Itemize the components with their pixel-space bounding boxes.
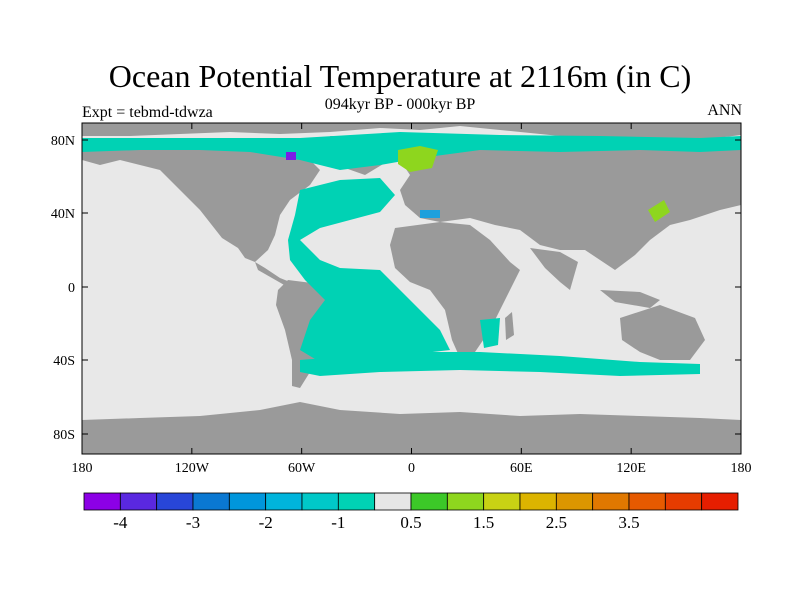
colorbar-swatch [446, 492, 485, 511]
map-title: Ocean Potential Temperature at 2116m (in… [108, 58, 692, 94]
australia [620, 305, 705, 360]
colorbar-swatch [156, 492, 194, 511]
warm-anomaly-layer [398, 146, 670, 222]
colorbar-swatch [483, 492, 521, 511]
colorbar-label: -3 [186, 513, 200, 532]
experiment-label: Expt = tebmd-tdwza [82, 104, 213, 121]
colorbar-label: -2 [259, 513, 273, 532]
colorbar-swatch [592, 492, 630, 511]
colorbar-swatch [192, 492, 230, 511]
lat-tick-label: 40S [53, 354, 75, 369]
eurasia [400, 140, 741, 270]
colorbar-swatch [519, 492, 557, 511]
lon-tick-label: 180 [72, 461, 93, 476]
colorbar-label: -4 [113, 513, 128, 532]
lat-tick-label: 0 [68, 281, 75, 296]
colorbar-label: 1.5 [473, 513, 494, 532]
axis-layer: 180 120W 60W 0 60E 120E 180 80N 40N 0 40S 80S [51, 123, 752, 476]
lon-tick-label: 120W [175, 461, 210, 476]
colorbar-swatch [555, 492, 594, 511]
indian-ocean-cool [480, 318, 500, 348]
lat-tick-label: 80S [53, 428, 75, 443]
atlantic-cool [288, 178, 450, 362]
colorbar-swatch [410, 492, 448, 511]
colorbar-swatch [701, 492, 739, 511]
lat-tick-label: 40N [51, 207, 75, 222]
colorbar-label: 2.5 [546, 513, 567, 532]
colorbar-swatch [228, 492, 267, 511]
madagascar [505, 312, 514, 340]
japan-sea-warm [648, 200, 670, 222]
antarctica [82, 402, 741, 454]
season-label: ANN [707, 102, 742, 119]
colorbar-swatch [628, 492, 666, 511]
southern-ocean-cool [300, 352, 700, 376]
colorbar-label: 0.5 [400, 513, 421, 532]
arctic-land [82, 123, 741, 140]
colorbar-swatch [119, 492, 158, 511]
colorbar: -4 -3 -2 -1 0.5 1.5 2.5 3.5 [83, 492, 739, 532]
lon-tick-label: 180 [731, 461, 752, 476]
lat-tick-label: 80N [51, 134, 75, 149]
lon-tick-label: 60W [288, 461, 316, 476]
colorbar-swatch [374, 492, 412, 511]
lon-tick-label: 60E [510, 461, 533, 476]
north-america [82, 138, 320, 262]
hudson-bay-spot [286, 152, 296, 160]
central-america [255, 262, 290, 286]
colorbar-swatch [301, 492, 339, 511]
colorbar-swatch [265, 492, 303, 511]
mediterranean-spot [420, 210, 440, 218]
colorbar-swatch [83, 492, 121, 511]
lon-tick-label: 120E [616, 461, 646, 476]
india [530, 248, 578, 290]
colorbar-label: -1 [331, 513, 345, 532]
lon-tick-label: 0 [408, 461, 415, 476]
nordic-warm [398, 146, 438, 172]
indonesia [600, 290, 660, 308]
colorbar-swatch [337, 492, 376, 511]
colorbar-swatch [664, 492, 703, 511]
map-subtitle: 094kyr BP - 000kyr BP [324, 96, 476, 113]
colorbar-label: 3.5 [618, 513, 639, 532]
